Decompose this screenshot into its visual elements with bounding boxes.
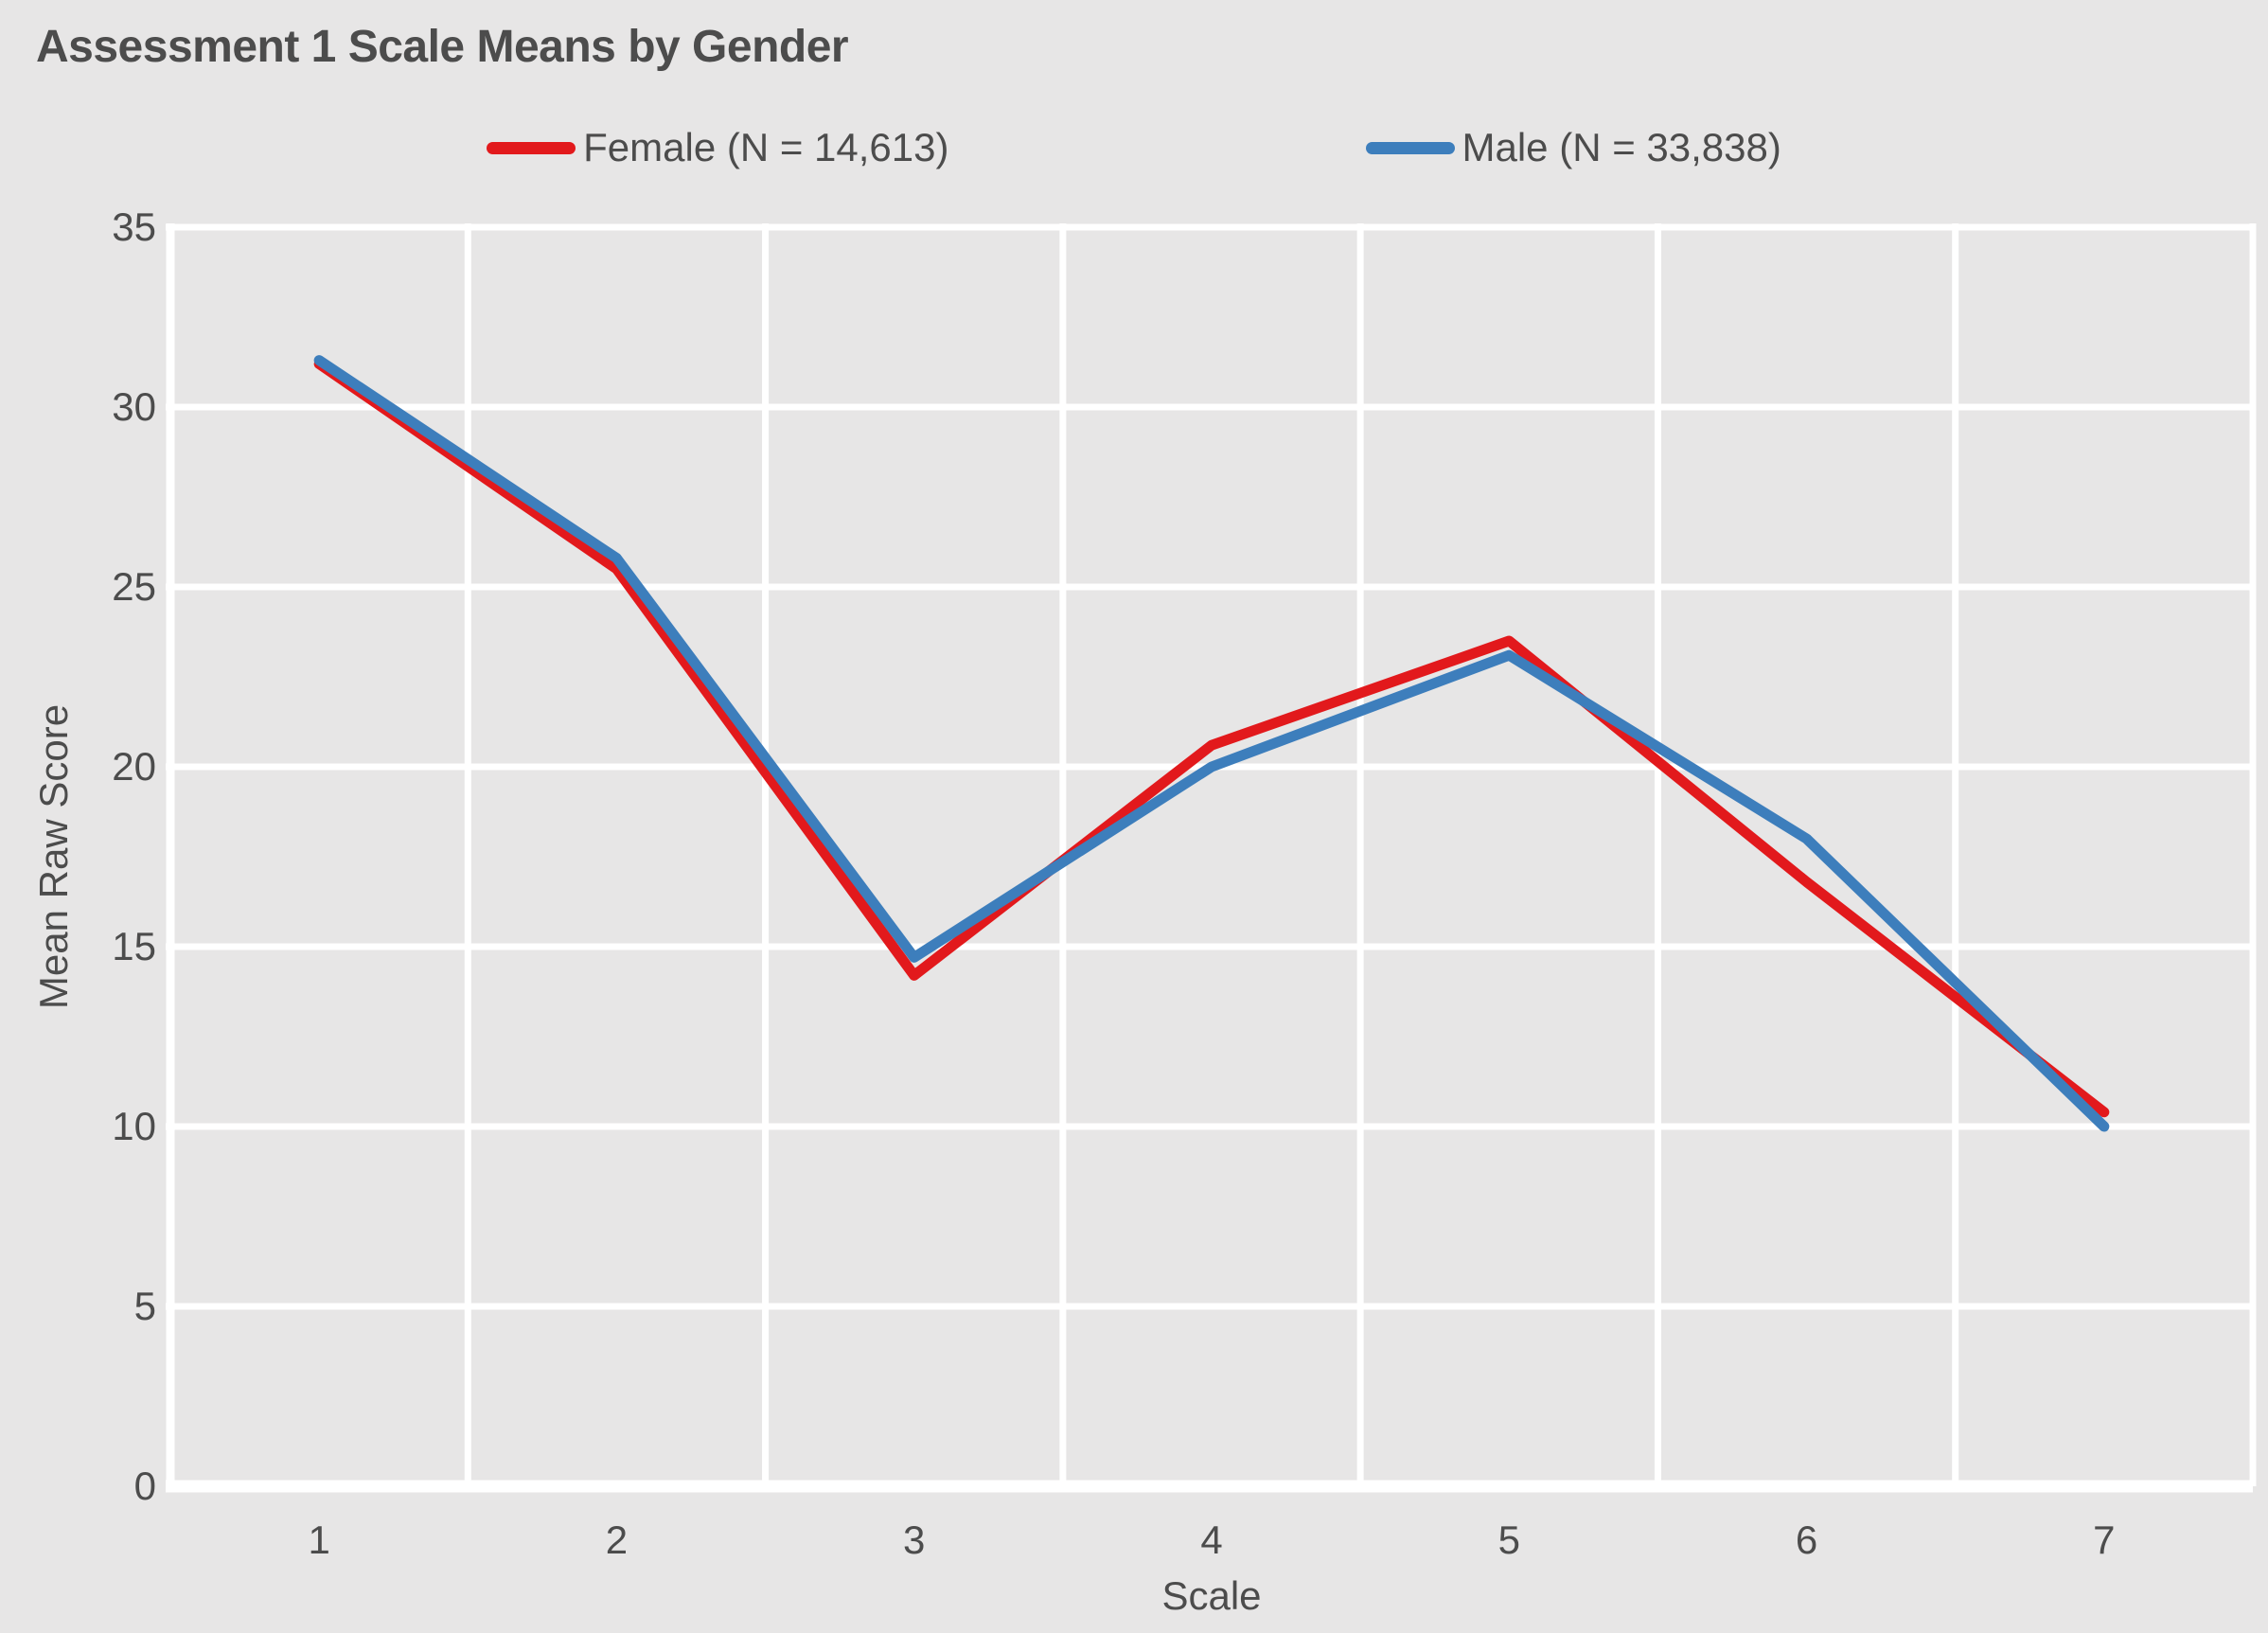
y-tick-label: 15 bbox=[112, 924, 156, 968]
female-series-line bbox=[313, 358, 2110, 1118]
x-axis-title: Scale bbox=[1161, 1573, 1262, 1618]
x-tick-label: 2 bbox=[605, 1518, 629, 1562]
x-tick-label: 6 bbox=[1795, 1518, 1818, 1562]
legend: Female (N = 14,613) Male (N = 33,838) bbox=[0, 125, 2268, 170]
male-line-swatch-icon bbox=[1365, 141, 1455, 154]
legend-label-female: Female (N = 14,613) bbox=[583, 125, 949, 169]
legend-item-male: Male (N = 33,838) bbox=[1365, 125, 1781, 170]
chart-title: Assessment 1 Scale Means by Gender bbox=[36, 22, 849, 72]
legend-label-male: Male (N = 33,838) bbox=[1462, 125, 1781, 169]
y-tick-label: 20 bbox=[112, 744, 156, 789]
y-tick-label: 35 bbox=[112, 204, 156, 249]
male-series-line bbox=[313, 355, 2110, 1132]
x-tick-label: 5 bbox=[1497, 1518, 1520, 1562]
legend-item-female: Female (N = 14,613) bbox=[487, 125, 949, 170]
y-tick-label: 0 bbox=[133, 1464, 156, 1508]
y-tick-label: 30 bbox=[112, 384, 156, 429]
y-tick-label: 5 bbox=[133, 1284, 156, 1328]
x-tick-label: 7 bbox=[2093, 1518, 2116, 1562]
y-tick-label: 25 bbox=[112, 564, 156, 609]
y-tick-label: 10 bbox=[112, 1104, 156, 1148]
x-tick-label: 3 bbox=[903, 1518, 926, 1562]
x-tick-label: 1 bbox=[308, 1518, 330, 1562]
x-tick-label: 4 bbox=[1200, 1518, 1223, 1562]
female-line-swatch-icon bbox=[487, 141, 576, 154]
